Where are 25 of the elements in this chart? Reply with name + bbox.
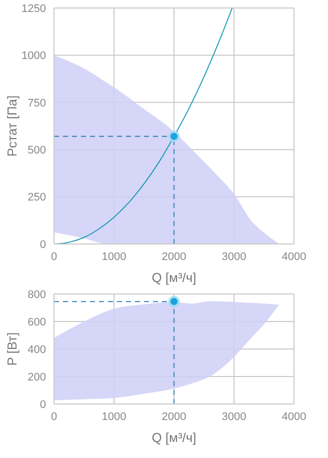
x-tick-label: 0 [50, 410, 58, 423]
x-tick-label: 3000 [222, 250, 246, 263]
y-tick-label: 0 [40, 238, 46, 251]
x-tick-label: 4000 [282, 250, 306, 263]
y-tick-label: 800 [28, 288, 46, 301]
y-tick-label: 0 [40, 398, 46, 411]
y-tick-label: 400 [28, 344, 46, 356]
y-tick-label: 1000 [22, 50, 46, 62]
y-tick-label: 1250 [22, 2, 46, 15]
y-tick-label: 600 [28, 316, 46, 328]
x-tick-label: 3000 [222, 410, 246, 423]
y-tick-label: 200 [28, 371, 46, 384]
x-tick-label: 4000 [282, 410, 306, 423]
y-tick-label: 750 [28, 97, 46, 110]
y-axis-title: P [Вт] [4, 332, 20, 366]
x-axis-title: Q [м³/ч] [152, 270, 196, 285]
x-tick-label: 1000 [102, 250, 126, 263]
x-tick-label: 2000 [162, 410, 186, 423]
y-tick-label: 250 [28, 192, 46, 204]
x-tick-label: 2000 [162, 250, 186, 263]
y-axis-title: Pстат [Па] [4, 95, 20, 157]
x-tick-label: 0 [50, 250, 58, 263]
x-axis-title: Q [м³/ч] [152, 430, 196, 445]
y-tick-label: 500 [28, 144, 46, 157]
x-tick-label: 1000 [102, 410, 126, 423]
